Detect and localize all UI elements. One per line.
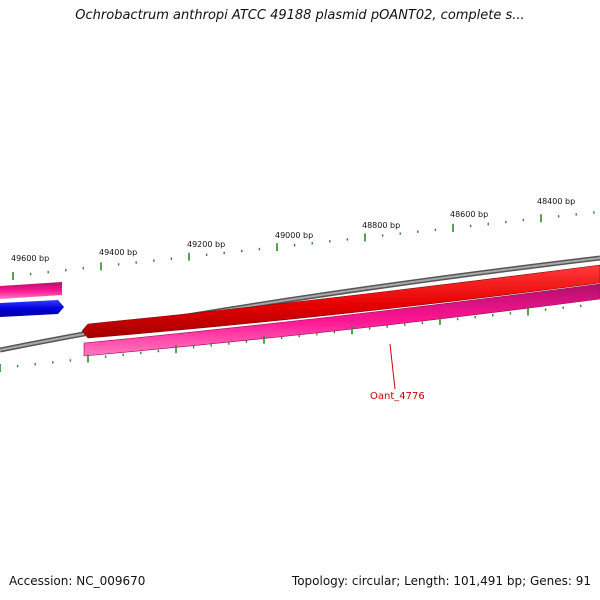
genome-summary: Topology: circular; Length: 101,491 bp; …: [291, 574, 591, 588]
accession-text: Accession: NC_009670: [9, 574, 146, 588]
scale-label-49200: 49200 bp: [187, 240, 225, 249]
scale-label-48600: 48600 bp: [450, 210, 488, 219]
scale-label-48800: 48800 bp: [362, 221, 400, 230]
scale-label-49600: 49600 bp: [11, 254, 49, 263]
plasmid-backbone-highlight: [0, 257, 600, 351]
scale-label-49400: 49400 bp: [99, 248, 137, 257]
gene-label-leader: [389, 343, 396, 390]
map-title: Ochrobactrum anthropi ATCC 49188 plasmid…: [75, 8, 525, 23]
scale-label-48400: 48400 bp: [537, 197, 575, 206]
gene-oant-4776[interactable]: [83, 283, 600, 357]
inner-tick-ring: [0, 304, 582, 372]
gene-label-oant-4776: Oant_4776: [370, 391, 425, 402]
scale-labels: 49600 bp 49400 bp 49200 bp 49000 bp 4880…: [11, 197, 575, 263]
outer-tick-ring: [12, 211, 595, 280]
gene-pink-left[interactable]: [0, 282, 62, 299]
gene-blue-left[interactable]: [0, 300, 64, 317]
scale-label-49000: 49000 bp: [275, 231, 313, 240]
